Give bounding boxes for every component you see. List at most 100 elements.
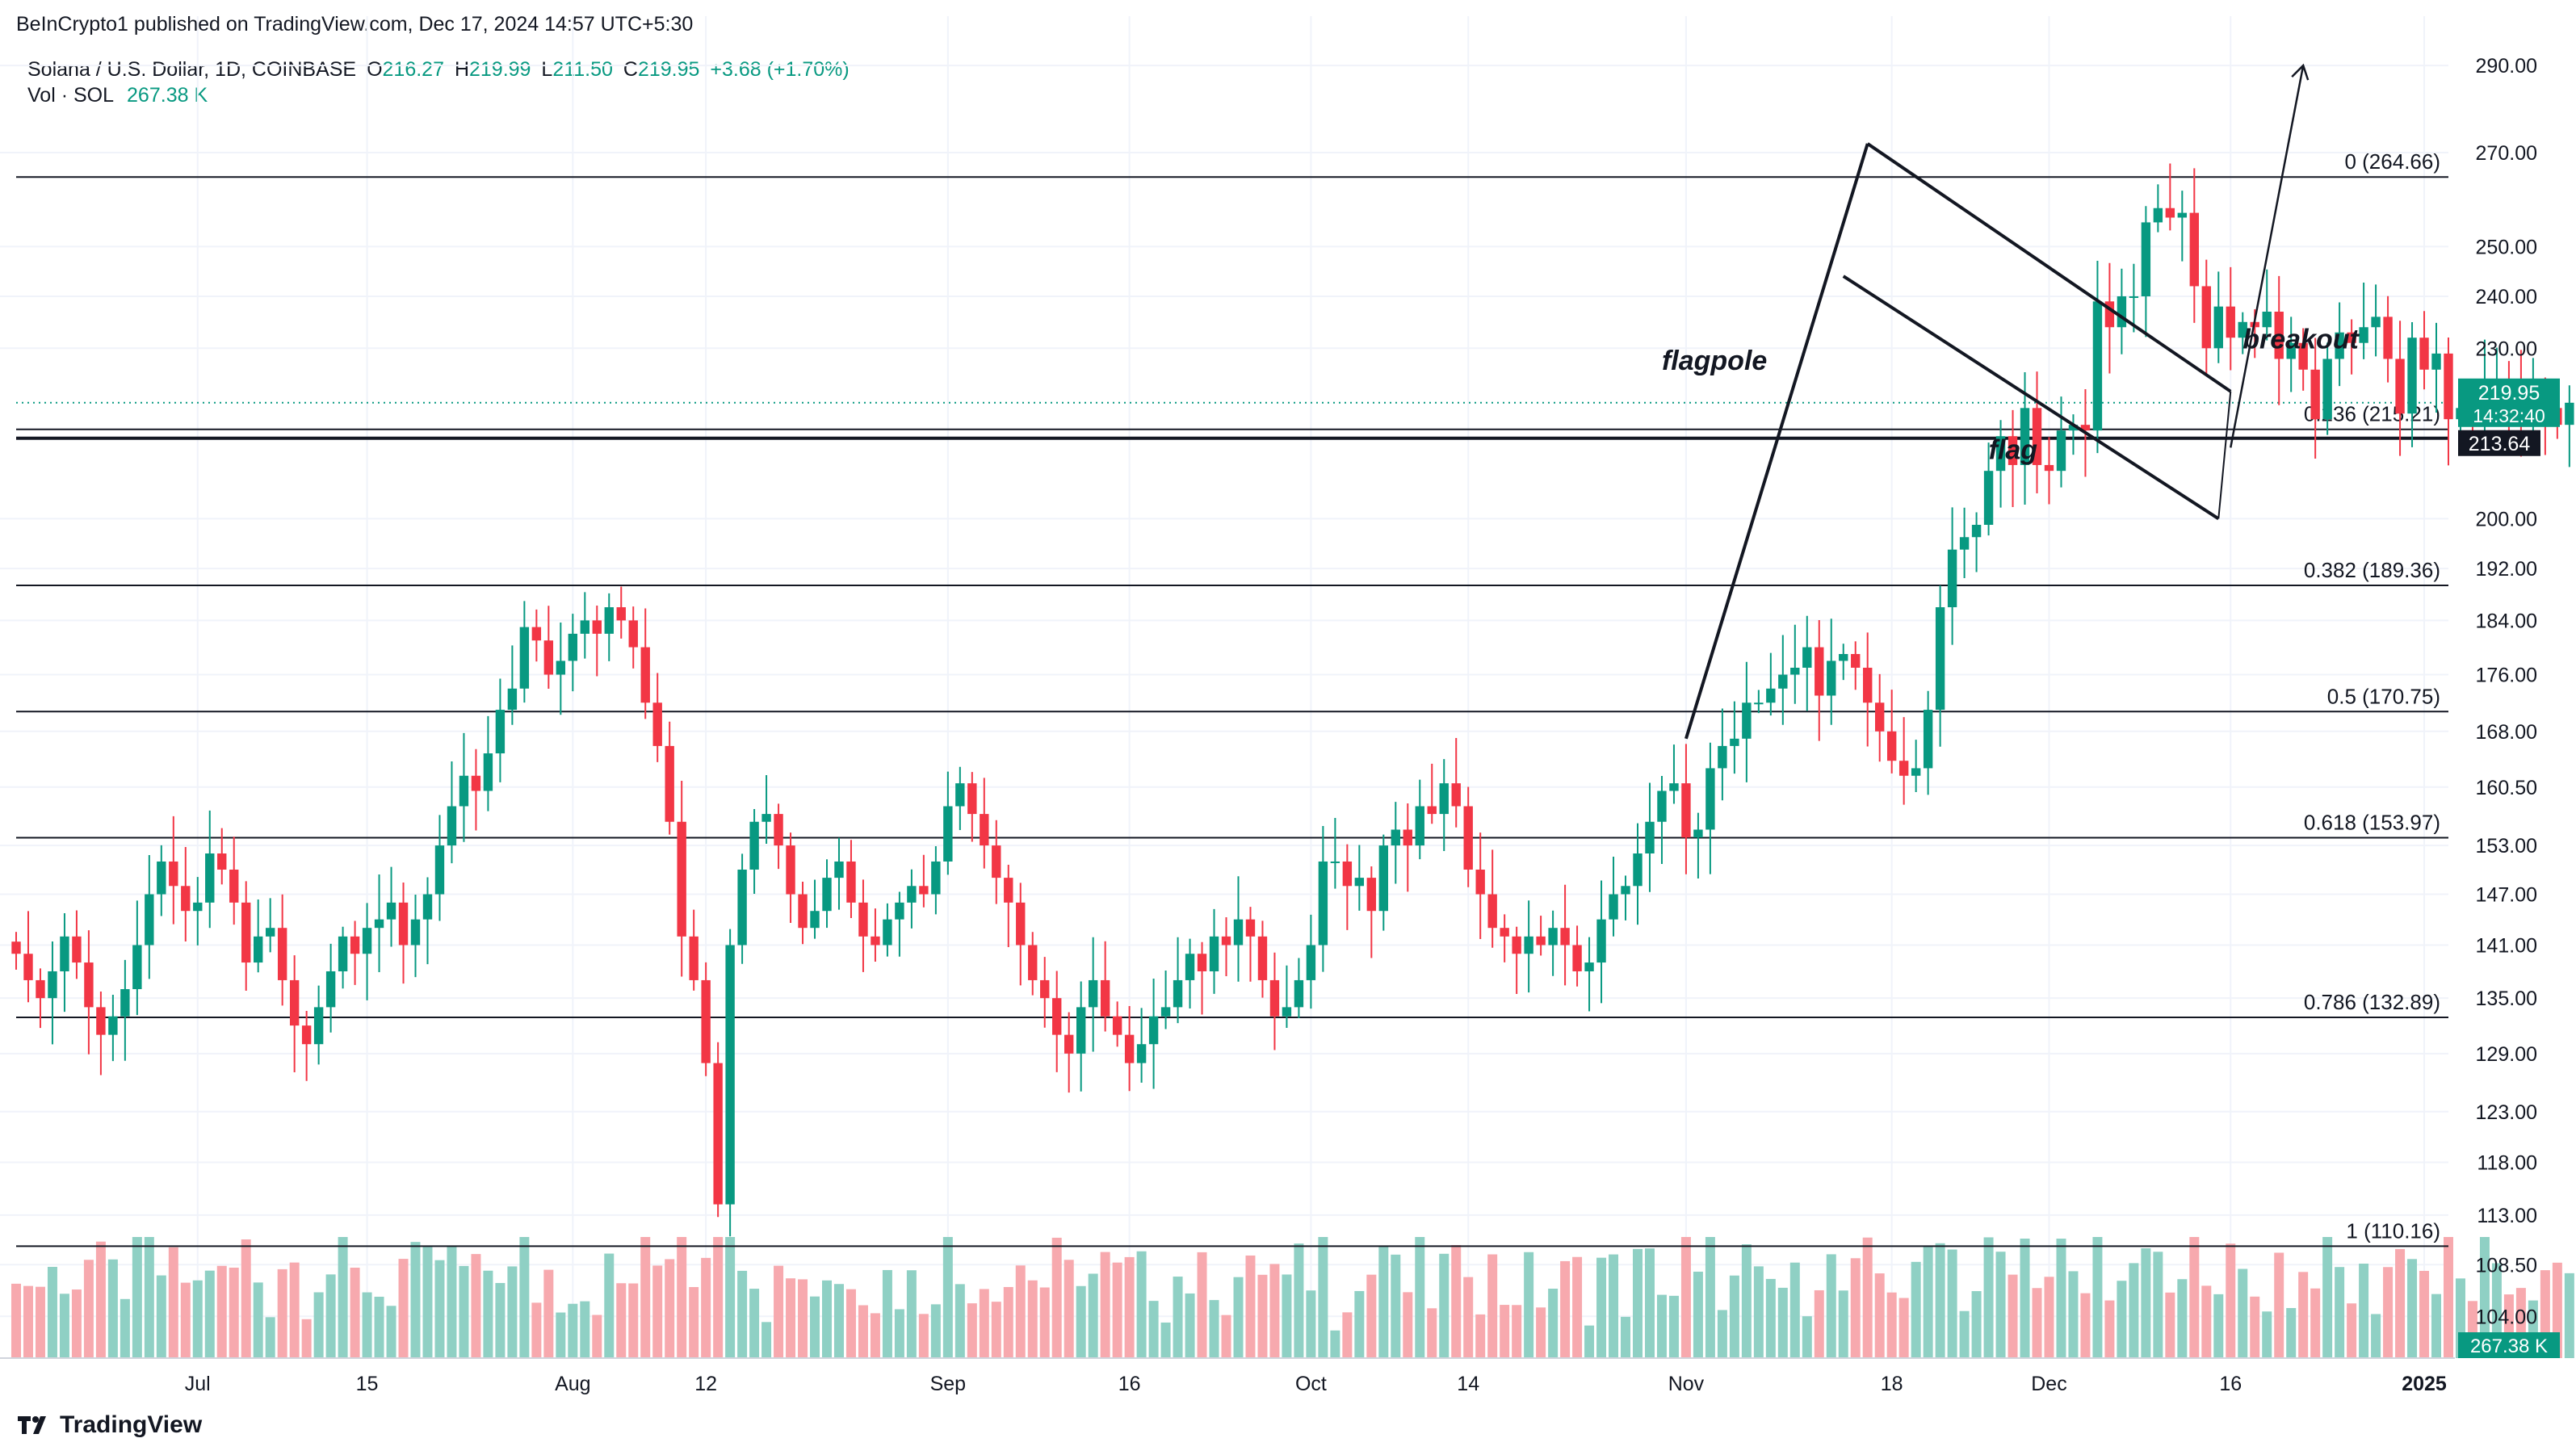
- volume-bar: [967, 1303, 977, 1358]
- volume-bar: [1717, 1310, 1727, 1358]
- support-price-tag: [2458, 430, 2540, 456]
- countdown-value: 14:32:40: [2473, 405, 2545, 426]
- y-tick-label: 123.00: [2476, 1101, 2537, 1124]
- volume-bar: [2104, 1300, 2115, 1358]
- y-tick-label: 270.00: [2476, 142, 2537, 165]
- volume-bar: [1560, 1260, 1571, 1358]
- candle-body: [822, 878, 832, 912]
- candle-body: [1827, 660, 1836, 696]
- y-tick-label: 200.00: [2476, 508, 2537, 530]
- volume-bar: [1039, 1287, 1050, 1358]
- volume-bar: [83, 1260, 94, 1358]
- volume-bar: [1668, 1295, 1679, 1358]
- candle-body: [2444, 353, 2453, 420]
- fib-label: 0.5 (170.75): [2327, 684, 2440, 708]
- volume-bar: [2226, 1243, 2236, 1358]
- volume-bar: [930, 1304, 941, 1358]
- volume-bar: [2431, 1294, 2442, 1358]
- volume-bar: [1621, 1316, 1631, 1358]
- candle-body: [2104, 301, 2115, 328]
- x-tick-label: Jul: [185, 1373, 211, 1395]
- candle-body: [980, 814, 989, 846]
- close-value: 219.95: [637, 58, 700, 81]
- volume-bar: [2540, 1270, 2550, 1358]
- volume-bar: [1596, 1257, 1607, 1358]
- x-tick-label: Nov: [1668, 1373, 1705, 1395]
- time-axis[interactable]: Jul 15 Aug 12 Sep 16 Oct 14 Nov 18 Dec 16 2025: [0, 1357, 2455, 1395]
- volume-bar: [1160, 1322, 1171, 1358]
- volume-bar: [991, 1302, 1001, 1358]
- volume-bar: [1753, 1266, 1764, 1358]
- candle-body: [2565, 402, 2574, 426]
- volume-bar: [386, 1306, 396, 1358]
- volume-bar: [398, 1259, 409, 1358]
- candles: [11, 163, 2574, 1237]
- volume-bar: [2286, 1307, 2297, 1358]
- volume-bar: [1233, 1277, 1244, 1358]
- candle-body: [556, 660, 566, 675]
- candle-body: [1040, 979, 1050, 999]
- candle-body: [277, 928, 287, 980]
- volume-bar: [459, 1265, 469, 1358]
- candle-body: [2044, 464, 2054, 472]
- volume-bar: [1898, 1298, 1909, 1358]
- candle-body: [1669, 783, 1679, 791]
- candle-body: [1052, 998, 1062, 1035]
- candle-body: [1391, 829, 1400, 846]
- volume-bar: [1051, 1237, 1062, 1358]
- volume-bar: [894, 1309, 904, 1358]
- volume-bar: [289, 1262, 300, 1358]
- volume-bar: [1995, 1252, 2006, 1358]
- volume-bar: [325, 1274, 336, 1358]
- candle-body: [1778, 674, 1788, 689]
- candle-body: [1524, 936, 1533, 954]
- candle-body: [604, 607, 614, 634]
- annotation-breakout: breakout: [2242, 324, 2360, 354]
- candle-body: [338, 936, 348, 971]
- volume-bar: [1088, 1273, 1098, 1358]
- candle-body: [1427, 806, 1437, 815]
- tradingview-brand[interactable]: TradingView: [16, 1411, 202, 1439]
- volume-bar: [313, 1292, 324, 1358]
- candle-body: [1995, 436, 2006, 472]
- candle-body: [665, 745, 674, 822]
- candle-body: [810, 911, 820, 929]
- y-tick-label: 153.00: [2476, 835, 2537, 857]
- candle-body: [2008, 436, 2018, 465]
- volume-bar: [2310, 1288, 2321, 1358]
- volume-bar: [2068, 1271, 2079, 1358]
- fib-label: 0.382 (189.36): [2304, 558, 2440, 582]
- candle-body: [568, 633, 578, 661]
- candle-body: [1366, 878, 1377, 912]
- volume-bar: [144, 1237, 154, 1358]
- candle-body: [1572, 945, 1582, 971]
- y-tick-label: 192.00: [2476, 558, 2537, 581]
- symbol-label[interactable]: Solana / U.S. Dollar, 1D, COINBASE: [27, 58, 357, 81]
- candle-body: [895, 902, 904, 920]
- price-axis[interactable]: 290.00 270.00 250.00 240.00 230.00 200.00 192.…: [2476, 55, 2537, 1328]
- y-tick-label: 118.00: [2477, 1151, 2537, 1174]
- candle-body: [919, 886, 929, 895]
- candle-body: [2056, 430, 2066, 472]
- volume-bar: [1572, 1256, 1583, 1358]
- volume-bar: [2444, 1237, 2453, 1358]
- candle-body: [1269, 979, 1280, 1017]
- volume-label[interactable]: Vol · SOL: [27, 84, 114, 107]
- candle-body: [1923, 710, 1933, 769]
- volume-bar: [338, 1237, 348, 1358]
- volume-bar: [1777, 1287, 1788, 1358]
- y-tick-label: 147.00: [2476, 884, 2537, 907]
- candle-body: [2068, 425, 2079, 431]
- volume-bar: [1148, 1301, 1159, 1358]
- volume-bar: [11, 1283, 21, 1358]
- candle-body: [60, 936, 69, 971]
- candle-body: [84, 962, 94, 1008]
- y-tick-label: 104.00: [2476, 1306, 2537, 1328]
- candle-body: [1245, 919, 1256, 937]
- candle-body: [1730, 738, 1739, 746]
- candle-body: [2141, 222, 2151, 296]
- volume-bar: [1741, 1244, 1752, 1358]
- close-label: C: [623, 58, 638, 81]
- candle-body: [1016, 902, 1026, 946]
